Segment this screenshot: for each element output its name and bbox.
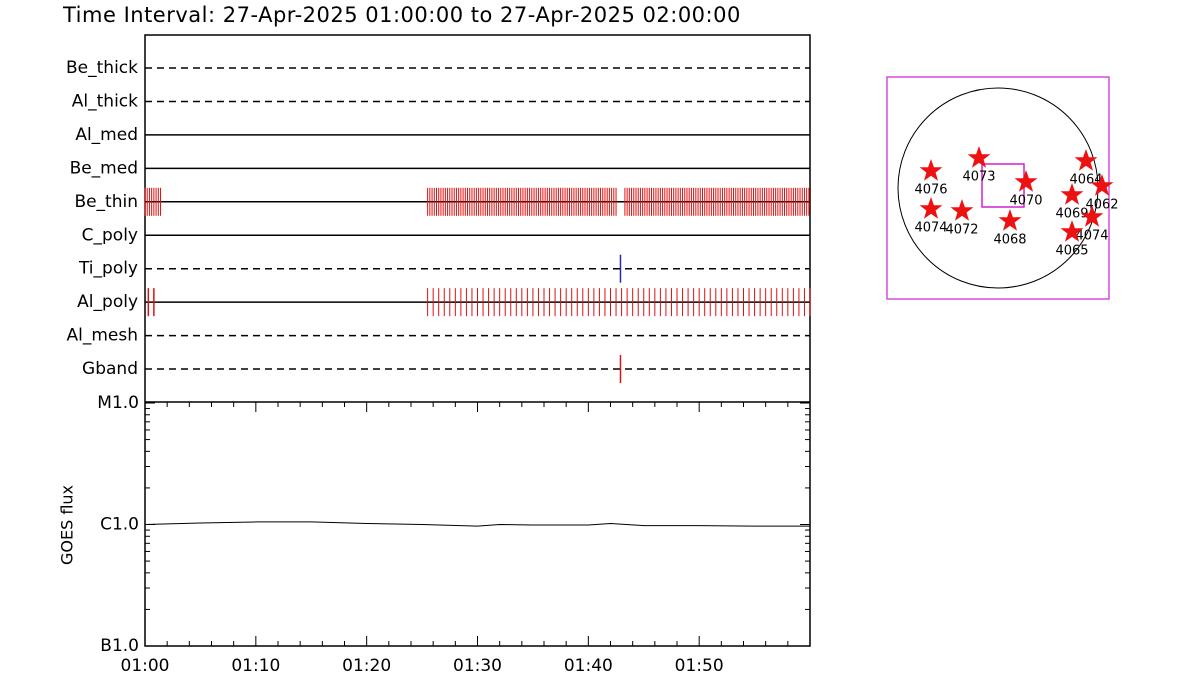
filter-label: Be_thin xyxy=(74,192,138,212)
active-region-star xyxy=(1080,204,1104,227)
filter-label: C_poly xyxy=(82,225,138,245)
active-region-star xyxy=(1014,169,1038,192)
active-region-label: 4069 xyxy=(1055,207,1088,222)
y-tick-label: M1.0 xyxy=(97,393,139,413)
active-region-label: 4065 xyxy=(1055,244,1088,259)
active-region-label: 4068 xyxy=(993,233,1026,248)
y-tick-label: C1.0 xyxy=(100,515,139,535)
x-tick-label: 01:40 xyxy=(564,656,613,676)
active-region-star xyxy=(950,198,974,221)
active-region-star xyxy=(919,158,943,181)
active-region-star xyxy=(919,196,943,219)
x-tick-label: 01:50 xyxy=(675,656,724,676)
active-region-label: 4073 xyxy=(962,170,995,185)
active-region-label: 4074 xyxy=(914,221,947,236)
x-tick-label: 01:20 xyxy=(342,656,391,676)
active-region-label: 4074 xyxy=(1075,229,1108,244)
filter-label: Gband xyxy=(82,359,138,379)
x-tick-label: 01:10 xyxy=(231,656,280,676)
active-region-star xyxy=(1060,182,1084,205)
active-region-label: 4070 xyxy=(1009,194,1042,209)
page-title: Time Interval: 27-Apr-2025 01:00:00 to 2… xyxy=(62,3,741,27)
x-tick-label: 01:00 xyxy=(121,656,170,676)
active-region-star xyxy=(1090,173,1114,196)
y-axis-label: GOES flux xyxy=(58,485,77,565)
filter-label: Be_thick xyxy=(66,58,138,78)
active-region-label: 4076 xyxy=(914,183,947,198)
filter-label: Al_poly xyxy=(77,292,138,312)
filter-label: Be_med xyxy=(70,158,138,178)
x-tick-label: 01:30 xyxy=(453,656,502,676)
active-region-star xyxy=(1060,219,1084,242)
active-region-star xyxy=(967,145,991,168)
active-region-label: 4062 xyxy=(1085,198,1118,213)
filter-label: Al_thick xyxy=(72,91,138,111)
filter-label: Al_med xyxy=(75,125,138,145)
y-tick-label: B1.0 xyxy=(100,636,139,656)
active-region-star xyxy=(1074,148,1098,171)
goes-flux-line xyxy=(144,521,810,527)
active-region-star xyxy=(998,208,1022,231)
active-region-label: 4072 xyxy=(945,223,978,238)
filter-label: Ti_poly xyxy=(78,259,138,279)
filter-label: Al_mesh xyxy=(66,326,138,346)
map-frame xyxy=(886,76,1110,300)
